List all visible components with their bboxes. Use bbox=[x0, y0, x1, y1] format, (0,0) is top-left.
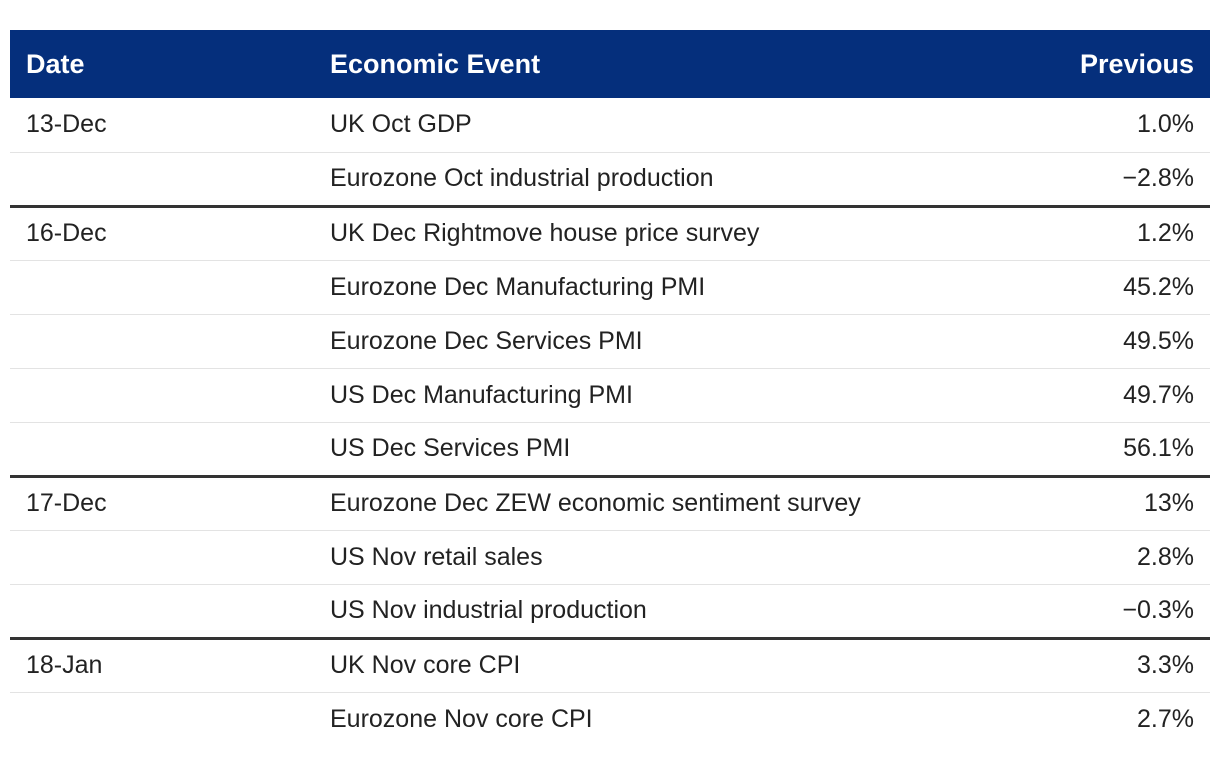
table-row: US Nov retail sales 2.8% bbox=[10, 530, 1210, 585]
cell-event: Eurozone Dec Manufacturing PMI bbox=[314, 260, 960, 315]
cell-previous: 49.5% bbox=[960, 314, 1210, 369]
table-row: US Dec Services PMI 56.1% bbox=[10, 422, 1210, 478]
table-row: US Nov industrial production −0.3% bbox=[10, 584, 1210, 640]
cell-event: US Dec Manufacturing PMI bbox=[314, 368, 960, 423]
header-row: Date Economic Event Previous bbox=[10, 30, 1210, 98]
cell-event: Eurozone Dec ZEW economic sentiment surv… bbox=[314, 476, 960, 531]
table-row: 18-Jan UK Nov core CPI 3.3% bbox=[10, 638, 1210, 693]
cell-date bbox=[10, 314, 314, 369]
column-header-event: Economic Event bbox=[330, 48, 541, 79]
cell-date bbox=[10, 692, 314, 746]
cell-previous: 3.3% bbox=[960, 638, 1210, 693]
table-body: 13-Dec UK Oct GDP 1.0% Eurozone Oct industr… bbox=[10, 98, 1210, 746]
cell-event: US Nov retail sales bbox=[314, 530, 960, 585]
table-row: 16-Dec UK Dec Rightmove house price surve… bbox=[10, 206, 1210, 261]
cell-date bbox=[10, 152, 314, 208]
cell-previous: 13% bbox=[960, 476, 1210, 531]
cell-previous: 1.2% bbox=[960, 206, 1210, 261]
cell-previous: −0.3% bbox=[960, 584, 1210, 640]
table-row: Eurozone Dec Manufacturing PMI 45.2% bbox=[10, 260, 1210, 315]
cell-event: UK Dec Rightmove house price survey bbox=[314, 206, 960, 261]
table-row: 13-Dec UK Oct GDP 1.0% bbox=[10, 98, 1210, 153]
table-row: Eurozone Dec Services PMI 49.5% bbox=[10, 314, 1210, 369]
cell-event: UK Oct GDP bbox=[314, 98, 960, 153]
table-header: Date Economic Event Previous bbox=[10, 30, 1210, 98]
cell-date: 13-Dec bbox=[10, 98, 314, 153]
cell-previous: 2.7% bbox=[1137, 704, 1194, 733]
cell-previous: 56.1% bbox=[960, 422, 1210, 478]
cell-date bbox=[10, 584, 314, 640]
economic-calendar-table: Date Economic Event Previous 13-Dec UK Oc… bbox=[10, 30, 1210, 746]
cell-previous: 2.8% bbox=[960, 530, 1210, 585]
table-row: US Dec Manufacturing PMI 49.7% bbox=[10, 368, 1210, 423]
cell-date: 17-Dec bbox=[10, 476, 314, 531]
cell-event: Eurozone Dec Services PMI bbox=[314, 314, 960, 369]
cell-event: UK Nov core CPI bbox=[314, 638, 960, 693]
cell-event: US Dec Services PMI bbox=[314, 422, 960, 478]
economic-calendar-table-wrapper: Date Economic Event Previous 13-Dec UK Oc… bbox=[10, 30, 1210, 746]
cell-date bbox=[10, 422, 314, 478]
table-row: Eurozone Oct industrial production −2.8% bbox=[10, 152, 1210, 208]
cell-previous: 45.2% bbox=[960, 260, 1210, 315]
column-header-previous: Previous bbox=[1079, 48, 1194, 79]
cell-date: 18-Jan bbox=[10, 638, 314, 693]
column-header-date: Date bbox=[26, 48, 85, 79]
cell-previous: 49.7% bbox=[960, 368, 1210, 423]
table-row: Eurozone Nov core CPI 2.7% bbox=[10, 692, 1210, 746]
cell-event: Eurozone Oct industrial production bbox=[314, 152, 960, 208]
cell-event: US Nov industrial production bbox=[314, 584, 960, 640]
cell-date bbox=[10, 530, 314, 585]
cell-event: Eurozone Nov core CPI bbox=[330, 704, 593, 733]
table-row: 17-Dec Eurozone Dec ZEW economic sentimen… bbox=[10, 476, 1210, 531]
cell-date: 16-Dec bbox=[10, 206, 314, 261]
cell-previous: −2.8% bbox=[960, 152, 1210, 208]
cell-date bbox=[10, 260, 314, 315]
cell-previous: 1.0% bbox=[960, 98, 1210, 153]
cell-date bbox=[10, 368, 314, 423]
